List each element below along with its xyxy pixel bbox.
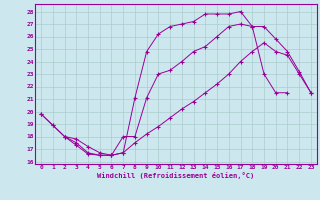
X-axis label: Windchill (Refroidissement éolien,°C): Windchill (Refroidissement éolien,°C) [97, 172, 255, 179]
